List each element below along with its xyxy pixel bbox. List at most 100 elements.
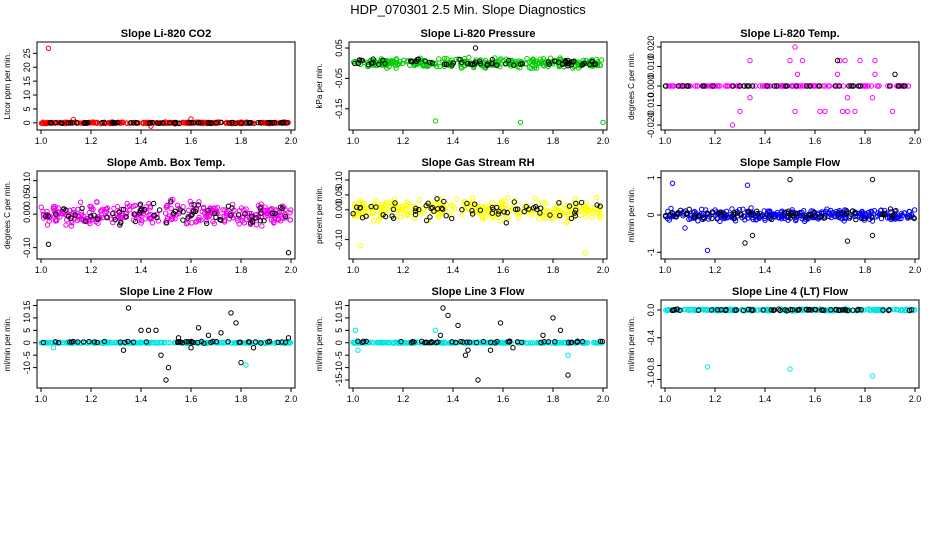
- data-point: [270, 218, 276, 224]
- data-point: [599, 338, 606, 345]
- data-point: [566, 204, 572, 210]
- chart-panel-8: Slope Line 3 Flow 1.0 1.2 1.4 1.6 1.8 2.0 -15-1…: [315, 286, 609, 404]
- data-point: [241, 220, 248, 226]
- data-point: [68, 223, 75, 229]
- data-point: [880, 307, 886, 313]
- y-axis-label: degrees C per min.: [627, 52, 636, 120]
- data-point: [904, 214, 911, 220]
- data-point: [677, 207, 684, 214]
- series-selected: [47, 119, 290, 127]
- data-point: [155, 120, 161, 126]
- data-point: [123, 214, 129, 220]
- data-point: [214, 339, 221, 346]
- data-point: [535, 200, 542, 207]
- data-point: [844, 238, 851, 244]
- x-tick-label: 1.2: [709, 394, 722, 404]
- data-point: [589, 57, 595, 63]
- x-tick-label: 1.2: [85, 265, 98, 275]
- data-point: [857, 57, 863, 64]
- data-point: [469, 195, 476, 201]
- data-point: [692, 306, 698, 312]
- y-tick-label: -1: [646, 248, 656, 256]
- data-point: [796, 306, 802, 313]
- data-point: [405, 211, 412, 218]
- data-point: [887, 206, 894, 212]
- data-point: [513, 59, 519, 65]
- data-point: [800, 214, 807, 220]
- data-point: [890, 212, 896, 219]
- x-tick-label: 2.0: [909, 265, 922, 275]
- x-tick-label: 1.4: [447, 136, 460, 146]
- data-point: [390, 206, 397, 213]
- data-point: [909, 307, 915, 313]
- data-point: [45, 213, 51, 219]
- data-point: [893, 208, 899, 214]
- data-point: [391, 339, 398, 345]
- data-point: [533, 204, 539, 210]
- data-point: [40, 119, 46, 125]
- data-point: [125, 338, 131, 345]
- y-axis-label: degrees C per min.: [3, 181, 12, 249]
- data-point: [122, 213, 129, 219]
- data-point: [820, 83, 826, 89]
- x-tick-label: 1.6: [809, 136, 822, 146]
- data-point: [473, 339, 480, 346]
- data-point: [792, 108, 798, 115]
- data-point: [760, 307, 766, 313]
- data-point: [380, 57, 386, 63]
- data-point: [43, 213, 49, 219]
- x-tick-label: 1.0: [659, 394, 672, 404]
- data-point: [704, 210, 711, 217]
- data-point: [110, 210, 116, 217]
- data-point: [573, 200, 579, 207]
- chart-panel-2: Slope Li-820 Pressure 1.0 1.2 1.4 1.6 1.8 2.0 0…: [315, 28, 609, 146]
- data-point: [507, 204, 513, 211]
- data-point: [253, 222, 260, 228]
- data-point: [761, 208, 767, 214]
- data-point: [834, 71, 841, 78]
- data-point: [869, 232, 876, 239]
- data-point: [586, 207, 592, 213]
- data-point: [708, 83, 714, 89]
- data-point: [363, 205, 369, 212]
- data-point: [545, 59, 552, 65]
- data-point: [475, 377, 481, 383]
- x-tick-label: 1.4: [447, 265, 460, 275]
- y-tick-label: 5: [22, 328, 32, 333]
- data-point: [898, 215, 904, 222]
- data-point: [474, 208, 481, 215]
- data-point: [747, 95, 753, 101]
- data-point: [757, 83, 763, 89]
- data-point: [429, 60, 436, 66]
- data-point: [812, 306, 818, 313]
- data-point: [398, 338, 404, 345]
- data-point: [816, 83, 823, 89]
- data-point: [836, 307, 842, 314]
- data-point: [568, 215, 575, 222]
- data-point: [357, 208, 363, 214]
- data-point: [530, 57, 536, 63]
- data-point: [455, 322, 461, 329]
- data-point: [869, 176, 876, 183]
- y-axis-label: Ltcor ppm per min.: [3, 53, 12, 120]
- data-point: [75, 213, 81, 219]
- data-point: [259, 223, 265, 229]
- data-point: [480, 216, 486, 222]
- x-tick-label: 1.0: [35, 394, 48, 404]
- plot-frame: [36, 170, 296, 260]
- data-point: [597, 338, 604, 344]
- data-point: [445, 312, 451, 319]
- data-point: [128, 339, 134, 346]
- y-tick-label: 0.000: [646, 75, 656, 98]
- data-point: [834, 57, 841, 64]
- data-point: [874, 307, 880, 313]
- data-point: [497, 218, 504, 224]
- data-point: [600, 119, 606, 126]
- data-point: [461, 199, 467, 205]
- data-point: [886, 307, 892, 314]
- series-all: [38, 196, 294, 229]
- data-point: [462, 352, 469, 358]
- y-tick-label: 5: [22, 106, 32, 111]
- y-axis-label: ml/min per min.: [3, 317, 12, 372]
